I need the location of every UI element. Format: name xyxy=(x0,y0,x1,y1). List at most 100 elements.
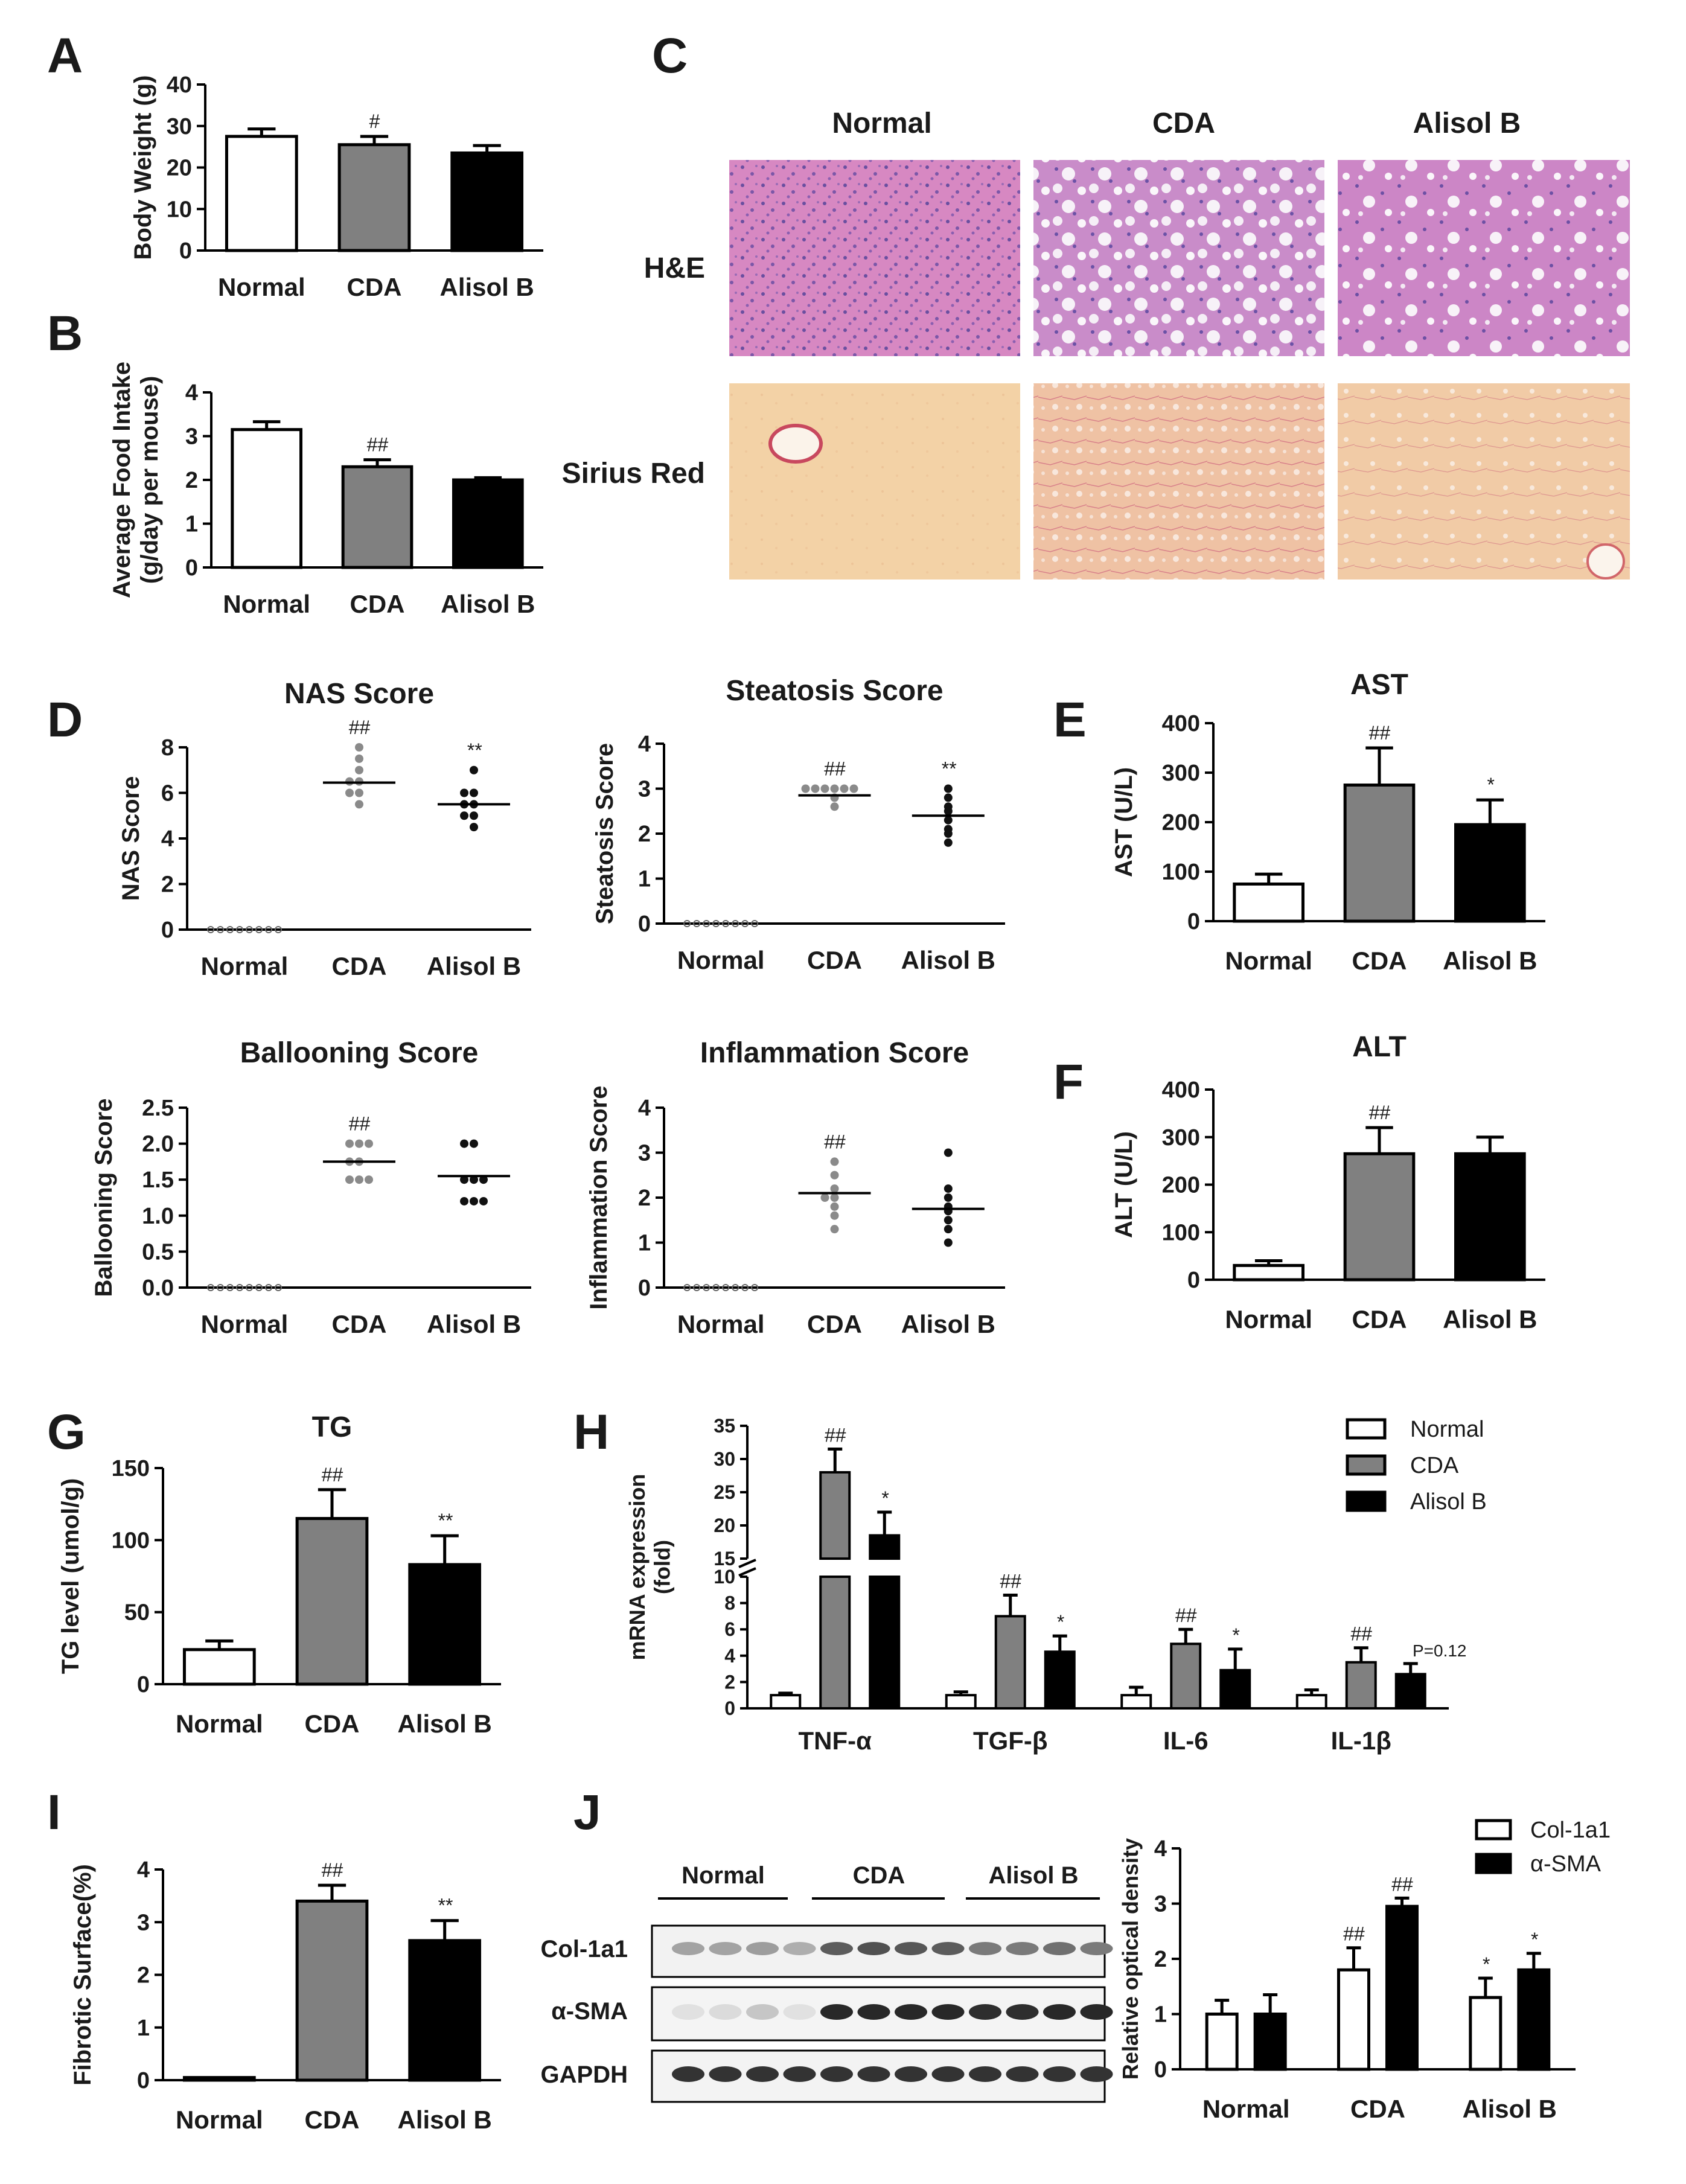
y-axis-label-line: (g/day per mouse) xyxy=(136,376,163,584)
y-tick-label: 1 xyxy=(1154,2002,1167,2028)
bar-cda xyxy=(994,1615,1026,1710)
data-point xyxy=(849,784,858,793)
sirius-normal-vessel xyxy=(768,424,823,464)
panel-letter-g: G xyxy=(47,1405,86,1460)
data-point xyxy=(217,926,224,933)
chart-title: NAS Score xyxy=(284,678,434,710)
y-tick-label: 400 xyxy=(1162,711,1200,736)
significance-label: ## xyxy=(366,434,389,456)
y-tick-label: 1 xyxy=(638,1231,651,1256)
wb-group-cda: CDA xyxy=(853,1862,905,1889)
wb-band xyxy=(857,2004,890,2020)
category-label: CDA xyxy=(332,1310,387,1338)
data-point xyxy=(683,920,691,927)
chart-inflammation-score: 0 1 2 3 4 Inflammation Score Inflammation Scor… xyxy=(586,1037,1005,1338)
y-axis-label: Average Food Intake(g/day per mouse) xyxy=(109,362,163,598)
y-tick-label: 3 xyxy=(638,777,651,802)
y-tick-label: 20 xyxy=(714,1515,735,1536)
data-point xyxy=(703,920,710,927)
bar-alisol-b xyxy=(452,478,524,569)
significance-label: ** xyxy=(437,1895,453,1917)
chart-title: Inflammation Score xyxy=(700,1037,969,1069)
significance-label: # xyxy=(369,110,380,132)
category-label: IL-1β xyxy=(1331,1726,1391,1755)
wb-band xyxy=(820,2004,853,2020)
y-tick-label: 100 xyxy=(1162,860,1200,885)
y-tick-label: 3 xyxy=(638,1141,651,1166)
y-axis-label: Steatosis Score xyxy=(592,743,618,924)
data-point xyxy=(470,811,478,820)
significance-label: ** xyxy=(940,758,956,780)
significance-label: P=0.12 xyxy=(1413,1641,1467,1660)
significance-label: ## xyxy=(348,1113,371,1135)
legend-label: α-SMA xyxy=(1530,1851,1601,1877)
y-tick-label: 4 xyxy=(724,1645,735,1667)
chart-steatosis-score: 0 1 2 3 4 Steatosis Score Steatosis Score Norma… xyxy=(592,675,1005,974)
chart-title: Ballooning Score xyxy=(240,1037,479,1069)
bar-alisol-b xyxy=(1454,1152,1526,1282)
data-point xyxy=(830,1184,839,1193)
y-tick-label: 2 xyxy=(161,872,174,898)
data-point xyxy=(207,926,214,933)
panel-letter-c: C xyxy=(652,28,688,83)
legend-label: CDA xyxy=(1410,1453,1459,1478)
significance-label: ## xyxy=(1350,1623,1373,1645)
y-tick-label: 35 xyxy=(714,1415,735,1437)
y-axis-label: Fibrotic Surface(%) xyxy=(69,1864,96,2086)
bar-alisol-b xyxy=(1394,1673,1426,1710)
wb-band xyxy=(1080,2004,1113,2020)
y-axis-label: Relative optical density xyxy=(1118,1838,1143,2080)
category-label: Normal xyxy=(677,946,765,974)
data-point xyxy=(944,1193,953,1202)
wb-band xyxy=(969,2066,1001,2082)
y-tick-label: 4 xyxy=(638,1096,651,1121)
bar-alisol-b xyxy=(1454,823,1526,923)
data-point xyxy=(255,1284,263,1291)
data-point xyxy=(820,784,829,793)
bar-cda xyxy=(337,143,411,252)
data-point xyxy=(470,788,478,797)
wb-band xyxy=(1043,2066,1076,2082)
data-point xyxy=(470,1196,478,1205)
chart-ast: 0 100 200 300 400 AST (U/L) AST Normal ## CDA * Ali… xyxy=(1111,669,1545,975)
histo-col-cda: CDA xyxy=(1152,107,1215,139)
panel-letter-b: B xyxy=(47,306,83,361)
chart-title: ALT xyxy=(1352,1031,1407,1063)
category-label: Alisol B xyxy=(439,273,534,301)
y-tick-label: 4 xyxy=(137,1857,150,1883)
data-point xyxy=(479,1175,488,1184)
data-point xyxy=(732,920,739,927)
category-label: CDA xyxy=(305,2106,360,2134)
bar-cda xyxy=(1345,1661,1377,1710)
bar-col-1a1 xyxy=(1469,1996,1502,2071)
wb-band xyxy=(746,2066,779,2082)
chart-nas-score: 0 2 4 6 8 NAS Score NAS Score Normal ## CDA ** Alis… xyxy=(118,678,531,980)
wb-band-asma-label: α-SMA xyxy=(551,1998,628,2025)
significance-label: * xyxy=(1231,1624,1240,1646)
category-label: Alisol B xyxy=(441,590,535,618)
y-tick-label: 1.5 xyxy=(142,1167,174,1193)
data-point xyxy=(712,920,720,927)
wb-band xyxy=(672,1942,704,1955)
y-tick-label: 50 xyxy=(124,1600,150,1626)
y-tick-label: 2.0 xyxy=(142,1132,174,1157)
data-point xyxy=(801,784,810,793)
data-point xyxy=(460,1139,468,1148)
y-axis-label: Body Weight (g) xyxy=(130,75,156,260)
category-label: Alisol B xyxy=(427,1310,521,1338)
category-label: Normal xyxy=(201,1310,289,1338)
wb-band-col1a1-label: Col-1a1 xyxy=(541,1936,628,1962)
y-tick-label: 2.5 xyxy=(142,1096,174,1121)
y-tick-label: 1 xyxy=(185,512,198,537)
data-point xyxy=(345,1139,354,1148)
category-label: Normal xyxy=(1225,1305,1312,1333)
legend-swatch xyxy=(1346,1454,1387,1476)
wb-band xyxy=(895,1942,927,1955)
wb-band xyxy=(857,2066,890,2082)
wb-band xyxy=(709,2004,742,2020)
significance-label: ## xyxy=(1368,1102,1391,1123)
wb-band xyxy=(931,2004,965,2020)
wb-group-alisol: Alisol B xyxy=(989,1862,1079,1889)
wb-band xyxy=(1043,2004,1076,2020)
wb-band xyxy=(746,1942,779,1955)
